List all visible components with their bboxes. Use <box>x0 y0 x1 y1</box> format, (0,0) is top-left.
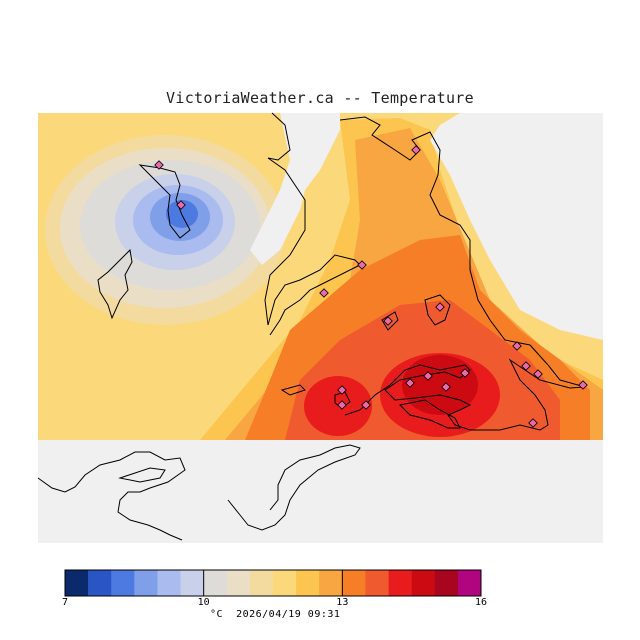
colorbar-bin <box>365 570 389 596</box>
station-marker[interactable] <box>578 380 588 390</box>
colorbar-bin <box>273 570 297 596</box>
temperature-colorbar <box>64 569 482 597</box>
station-marker[interactable] <box>154 160 164 170</box>
colorbar-bin <box>180 570 204 596</box>
colorbar-bin <box>388 570 412 596</box>
colorbar-bin <box>342 570 366 596</box>
station-marker[interactable] <box>176 200 186 210</box>
station-marker[interactable] <box>441 382 451 392</box>
colorbar-bin <box>88 570 112 596</box>
colorbar-bin <box>296 570 320 596</box>
station-marker[interactable] <box>357 260 367 270</box>
colorbar-bin <box>434 570 459 596</box>
station-marker[interactable] <box>435 302 445 312</box>
station-marker[interactable] <box>361 400 371 410</box>
colorbar-bin <box>157 570 181 596</box>
colorbar-bin <box>65 570 89 596</box>
station-marker[interactable] <box>405 378 415 388</box>
station-markers <box>154 145 588 428</box>
colorbar-bin <box>411 570 436 596</box>
colorbar-bin <box>319 570 343 596</box>
station-marker[interactable] <box>411 145 421 155</box>
colorbar-tick-label: 13 <box>336 597 349 608</box>
station-marker[interactable] <box>528 418 538 428</box>
timestamp-footer: °C 2026/04/19 09:31 <box>210 609 341 620</box>
station-marker[interactable] <box>383 316 393 326</box>
colorbar-tick-label: 16 <box>474 597 488 608</box>
colorbar-bin <box>249 570 274 596</box>
colorbar-bin <box>111 570 135 596</box>
colorbar-tick-label: 7 <box>61 597 69 608</box>
station-marker[interactable] <box>423 371 433 381</box>
colorbar-bin <box>457 570 482 596</box>
station-marker[interactable] <box>337 400 347 410</box>
out-of-domain-area <box>38 440 603 543</box>
colorbar-bin <box>226 570 251 596</box>
station-marker[interactable] <box>533 369 543 379</box>
temperature-field <box>38 113 603 440</box>
colorbar-bin <box>203 570 228 596</box>
colorbar-bin <box>134 570 158 596</box>
station-marker[interactable] <box>460 368 470 378</box>
station-marker[interactable] <box>337 385 347 395</box>
map-title: VictoriaWeather.ca -- Temperature <box>166 89 474 107</box>
colorbar-tick-label: 10 <box>197 597 210 608</box>
coastline <box>37 112 586 541</box>
station-marker[interactable] <box>319 288 329 298</box>
station-marker[interactable] <box>521 361 531 371</box>
station-marker[interactable] <box>512 341 522 351</box>
